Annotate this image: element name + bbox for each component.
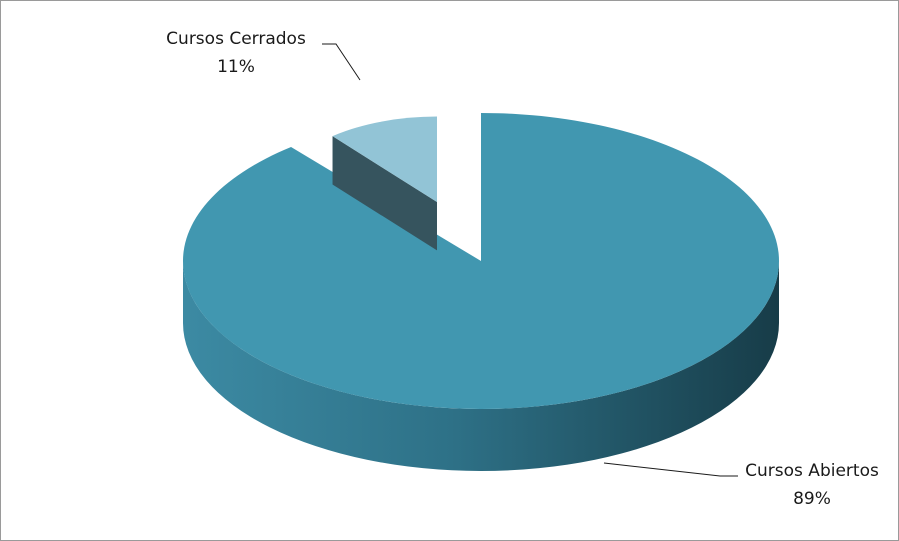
label-cursos-cerrados-name: Cursos Cerrados xyxy=(166,29,306,49)
slice-cursos-cerrados-top xyxy=(332,116,437,202)
slice-cursos-abiertos-side xyxy=(183,261,779,471)
label-cursos-abiertos-name: Cursos Abiertos xyxy=(745,461,879,481)
leader-line-cursos-abiertos xyxy=(603,462,738,477)
label-cursos-cerrados-value: 11% xyxy=(217,57,255,77)
slice-cursos-abiertos xyxy=(182,113,780,471)
slice-cursos-cerrados-side xyxy=(332,136,437,251)
slice-cursos-cerrados xyxy=(332,116,437,251)
label-cursos-abiertos-value: 89% xyxy=(793,489,831,509)
leader-line-cursos-cerrados xyxy=(322,43,361,81)
slice-cursos-abiertos-top xyxy=(182,113,780,410)
